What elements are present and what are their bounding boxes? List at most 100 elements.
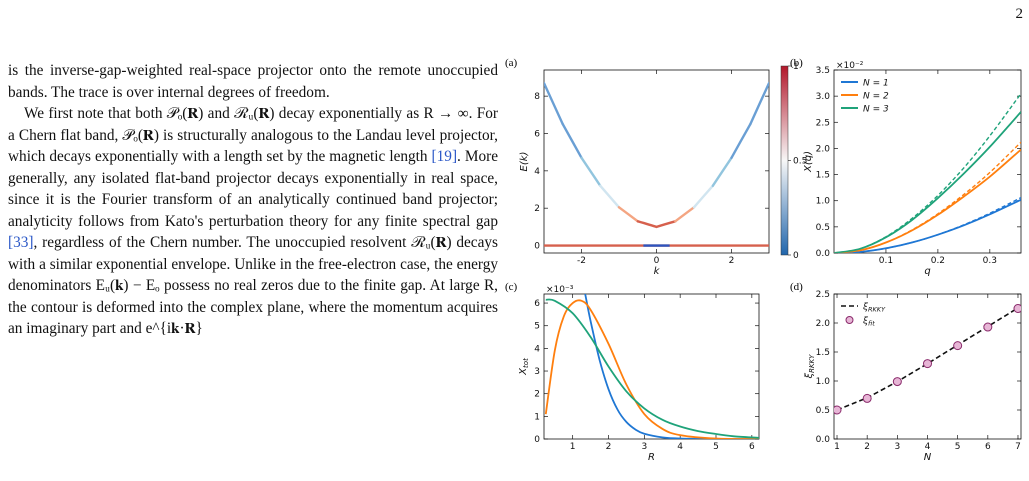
legend-b-label: N = 2 bbox=[863, 92, 889, 102]
page-number: 2 bbox=[1015, 6, 1024, 22]
panel-d-xlabel: N bbox=[924, 452, 932, 463]
panel-c-xtick-label: 1 bbox=[570, 442, 576, 452]
panel-d-xtick-label: 5 bbox=[955, 442, 961, 452]
series-c-1 bbox=[584, 294, 759, 439]
series-d-fit-point bbox=[1013, 304, 1021, 313]
paragraph-2: We first note that both 𝒫ₒ(𝐑) and ℛᵤ(𝐑) … bbox=[8, 103, 498, 340]
series-d-fit-point bbox=[983, 322, 993, 332]
series-d-fit-point bbox=[953, 341, 963, 351]
band-dispersive-segment bbox=[692, 184, 714, 209]
series-b-dashed-1 bbox=[834, 196, 1021, 253]
panel-d-ylabel-text: ξRKKY bbox=[804, 354, 816, 380]
panel-c-ytick-label: 0 bbox=[534, 435, 540, 445]
panel-c-axes: 1 2 3 4 5 6 0 1 2 3 4 5 6 bbox=[534, 293, 760, 452]
panel-c-ytick-label: 6 bbox=[534, 299, 540, 309]
panel-a-xtick-label: 0 bbox=[654, 256, 660, 266]
legend-b-label: N = 3 bbox=[863, 105, 889, 115]
panel-d-xtick-label: 2 bbox=[864, 442, 870, 452]
panel-a-ylabel: E(k) bbox=[519, 152, 530, 172]
panel-b-ytick-label: 2.0 bbox=[816, 144, 831, 154]
panel-a-frame bbox=[543, 69, 770, 254]
panel-c-ylabel-text: Xtot bbox=[518, 358, 530, 376]
figure-svg: (a) (b) (c) (d) -2 0 2 0 2 4 6 8 k E(k) 1 0.5 0 0.1 0.2 0.3… bbox=[505, 57, 1022, 463]
series-d-fit-point bbox=[834, 405, 842, 415]
panel-a-xlabel: k bbox=[654, 266, 661, 277]
panel-c-frame bbox=[543, 293, 760, 440]
series-c-2 bbox=[544, 299, 759, 439]
panel-c-ylabel-subscript: tot bbox=[522, 358, 530, 368]
panel-label-0: (a) bbox=[505, 58, 518, 69]
band-dispersive-segment bbox=[617, 206, 639, 223]
panel-b-xtick-label: 0.3 bbox=[983, 256, 997, 266]
colorbar-tick-label: 1 bbox=[793, 62, 799, 72]
panel-b-ytick-label: 0.0 bbox=[816, 249, 831, 259]
panel-d-legend: ξRKKY ξfit bbox=[841, 303, 886, 328]
series-b-dashed-3 bbox=[834, 93, 1021, 253]
panel-c-xtick-label: 2 bbox=[606, 442, 612, 452]
band-dispersive-segment bbox=[674, 206, 696, 223]
paragraph-2-part-2: . More generally, any isolated flat-band… bbox=[8, 148, 498, 230]
panel-d-ytick-label: 1.0 bbox=[816, 377, 831, 387]
band-dispersive-segment bbox=[749, 81, 769, 126]
panel-b-ytick-label: 0.5 bbox=[816, 223, 830, 233]
panel-d-ytick-label: 2.5 bbox=[816, 290, 830, 300]
panel-d-ylabel-subscript: RKKY bbox=[808, 354, 816, 373]
panel-b-scale: ×10⁻² bbox=[836, 61, 864, 71]
panel-b-ytick-label: 1.5 bbox=[816, 171, 830, 181]
panel-a-xtick-label: 2 bbox=[729, 256, 735, 266]
panel-a-ytick-label: 2 bbox=[534, 204, 540, 214]
band-dispersive-segment bbox=[544, 81, 564, 126]
citation-19[interactable]: [19] bbox=[431, 148, 458, 165]
panel-b-legend: N = 1 N = 2 N = 3 bbox=[841, 79, 889, 115]
panel-d-xtick-label: 4 bbox=[925, 442, 931, 452]
panel-c-ytick-label: 4 bbox=[534, 344, 540, 354]
panel-label-2: (c) bbox=[505, 281, 518, 293]
series-d-fit-point bbox=[923, 359, 932, 369]
panel-b-xtick-label: 0.2 bbox=[931, 256, 945, 266]
band-dispersive-segment bbox=[655, 220, 677, 229]
body-text: is the inverse-gap-weighted real-space p… bbox=[8, 60, 498, 340]
legend-d-label-rkky: ξRKKY bbox=[862, 303, 886, 314]
panel-a-series bbox=[544, 81, 769, 247]
panel-a-ytick-label: 4 bbox=[534, 167, 540, 177]
panel-c-xtick-label: 3 bbox=[641, 442, 647, 452]
panel-b-series bbox=[834, 93, 1021, 253]
series-d-fit-point bbox=[862, 393, 872, 403]
band-dispersive-segment bbox=[580, 156, 602, 187]
panel-b-axes: 0.1 0.2 0.3 0.0 0.5 1.0 1.5 2.0 2.5 3.0 3.5 bbox=[816, 66, 1022, 266]
citation-33[interactable]: [33] bbox=[8, 234, 34, 251]
band-dispersive-segment bbox=[636, 220, 658, 229]
series-c-3 bbox=[545, 298, 759, 439]
panel-d-axes: 1 2 3 4 5 6 7 0.0 0.5 1.0 1.5 2.0 2.5 bbox=[816, 290, 1022, 452]
panel-c-xtick-label: 4 bbox=[677, 442, 683, 452]
panel-d-ytick-label: 1.5 bbox=[816, 348, 830, 358]
panel-c-scale: ×10⁻³ bbox=[546, 285, 574, 295]
panel-b-ytick-label: 2.5 bbox=[816, 118, 830, 128]
panel-label-3: (d) bbox=[790, 281, 803, 293]
panel-a-xtick-label: -2 bbox=[577, 256, 586, 266]
panel-c-ytick-label: 5 bbox=[534, 322, 540, 332]
panel-d-ytick-label: 2.0 bbox=[816, 319, 831, 329]
panel-b-xtick-label: 0.1 bbox=[879, 256, 893, 266]
panel-c-xlabel: R bbox=[648, 452, 655, 463]
panel-c-ytick-label: 1 bbox=[534, 412, 540, 422]
series-b-N3 bbox=[834, 111, 1021, 253]
panel-d-xtick-label: 3 bbox=[894, 442, 900, 452]
paragraph-2-part-1: We first note that both 𝒫ₒ(𝐑) and ℛᵤ(𝐑) … bbox=[8, 105, 498, 165]
panel-c-ytick-label: 2 bbox=[534, 390, 540, 400]
panel-c-series bbox=[544, 294, 759, 439]
panel-a-axes: -2 0 2 0 2 4 6 8 bbox=[534, 69, 770, 266]
panel-d-xtick-label: 6 bbox=[985, 442, 991, 452]
panel-c-ylabel: Xtot bbox=[518, 358, 530, 376]
panel-b-ytick-label: 3.5 bbox=[816, 66, 830, 76]
legend-d-sub: fit bbox=[868, 320, 875, 328]
series-b-dashed-2 bbox=[834, 141, 1021, 253]
panel-d-ylabel: ξRKKY bbox=[804, 354, 816, 380]
band-dispersive-segment bbox=[599, 184, 621, 209]
legend-d-marker-swatch bbox=[845, 316, 854, 324]
legend-b-label: N = 1 bbox=[863, 79, 889, 89]
panel-c-xtick-label: 5 bbox=[713, 442, 719, 452]
paragraph-1: is the inverse-gap-weighted real-space p… bbox=[8, 62, 498, 101]
panel-d-ytick-label: 0.5 bbox=[816, 406, 830, 416]
panel-a-ytick-label: 0 bbox=[534, 242, 540, 252]
